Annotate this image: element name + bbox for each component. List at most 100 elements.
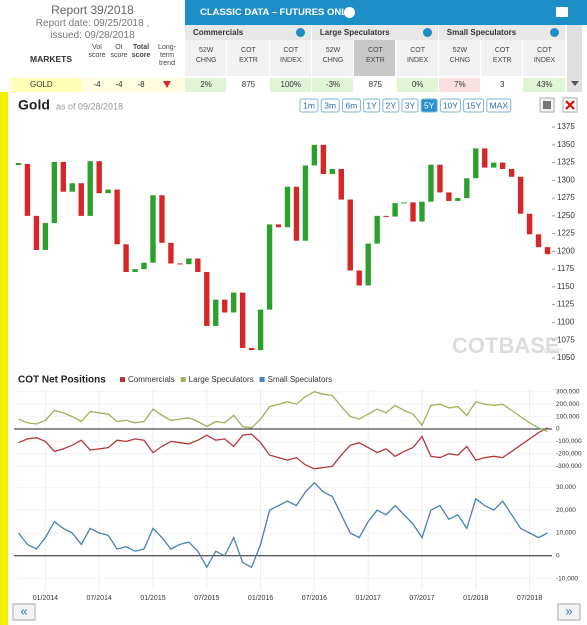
print-icon[interactable] [539,97,555,113]
y-tick-label: 1375 [557,122,575,131]
report-title: Report 39/2018 [51,3,134,17]
column-header [269,40,312,76]
nav-prev[interactable]: « [12,603,36,621]
candle [230,292,237,313]
y-tick-label: 1250 [557,211,575,220]
range-button[interactable] [463,98,485,113]
legend-label: Small Speculators [268,375,332,384]
candle [455,198,461,201]
column-header [311,40,355,76]
range-button[interactable] [439,98,461,113]
candle [275,224,282,228]
candle [177,263,183,265]
candle [51,161,58,223]
close-button[interactable] [562,97,578,113]
data-cell [396,78,439,92]
data-value: 0% [411,80,424,89]
range-label[interactable]: 6m [345,100,357,110]
candle [60,161,67,192]
legend-title: COT Net Positions [18,375,106,386]
candle [284,186,291,228]
range-button[interactable] [420,98,438,113]
range-button[interactable] [382,98,400,113]
y-tick-label: 10,000 [556,530,576,537]
y-tick-label: 1275 [557,193,575,202]
range-label[interactable]: 5Y [424,100,435,110]
series-line [18,427,548,470]
candle [105,189,111,194]
range-label[interactable]: 1Y [366,100,377,110]
candle [320,144,327,174]
x-tick-label: 01/2014 [33,595,58,602]
candle [213,299,219,326]
group-title: Small Speculators [446,28,517,37]
candle [87,161,93,216]
column-title: COT EXTR [366,47,385,64]
data-value: 7% [454,80,466,89]
range-button[interactable] [486,98,512,113]
y-tick-label: 20,000 [556,507,576,514]
range-label[interactable]: 2Y [386,100,397,110]
range-label[interactable]: 3Y [405,100,416,110]
range-label[interactable]: 3m [324,100,336,110]
nav-prev-label[interactable]: « [20,603,27,618]
candle [392,203,398,217]
y-tick-label: 1050 [557,353,575,362]
data-cell [269,78,312,92]
legend-swatch [120,377,125,382]
print-button[interactable] [556,7,568,17]
market-cell [12,78,82,92]
y-tick-label: 300,000 [556,388,580,395]
candle [293,186,300,241]
nav-next[interactable]: » [557,603,581,621]
series-line [18,391,548,433]
data-value: 875 [241,80,256,89]
legend-label: Large Speculators [189,375,254,384]
y-tick-label: 1175 [557,264,575,273]
data-cell [311,78,355,92]
candle [491,162,497,168]
legend-label: Commercials [128,375,175,384]
range-button[interactable] [320,98,340,113]
range-label[interactable]: 10Y [443,100,458,110]
range-button[interactable] [299,98,319,113]
range-button[interactable] [401,98,419,113]
help-icon [295,28,305,37]
range-label[interactable]: 15Y [466,100,481,110]
help-icon [549,28,559,37]
panel-title: Gold [18,97,50,113]
column-header [438,40,482,76]
data-cell [185,78,228,92]
score-cell: -4 [115,80,123,89]
candle [204,271,210,326]
candle [428,164,434,202]
data-value: 875 [368,80,383,89]
range-button[interactable] [341,98,361,113]
candle [159,195,165,243]
candle [96,161,102,194]
column-title: COT EXTR [492,47,512,64]
column-title: 52W CHNG [449,47,471,64]
chart-panel [8,92,587,625]
candle [248,347,255,351]
range-label[interactable]: MAX [490,100,509,110]
nav-next-label[interactable]: » [565,603,572,618]
range-button[interactable] [363,98,381,113]
x-tick-label: 01/2015 [140,595,165,602]
candle [141,262,147,270]
candle [482,148,488,168]
candle [132,269,138,272]
candle [150,195,156,263]
candle [42,222,49,250]
data-cell [481,78,524,92]
data-value: 43% [536,80,553,89]
column-title: COT INDEX [280,47,302,64]
x-tick-label: 07/2016 [302,595,327,602]
range-label[interactable]: 1m [303,100,315,110]
x-tick-label: 01/2018 [463,595,488,602]
column-header [523,40,566,76]
candle [329,169,336,174]
column-title: 52W CHNG [322,47,344,64]
score-cell: -4 [93,80,101,89]
candle [544,247,551,255]
